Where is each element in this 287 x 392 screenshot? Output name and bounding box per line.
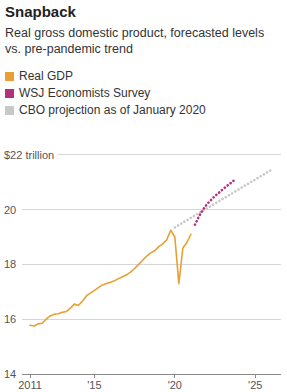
x-tick (174, 374, 175, 378)
legend-item: WSJ Economists Survey (5, 85, 206, 102)
series-line (195, 179, 235, 224)
legend-swatch (5, 106, 14, 115)
y-tick-label: 14 (4, 368, 16, 380)
x-tick-label: '20 (168, 379, 182, 391)
legend-item: Real GDP (5, 68, 206, 85)
legend-label: Real GDP (19, 69, 73, 83)
x-tick (30, 374, 31, 378)
legend-item: CBO projection as of January 2020 (5, 102, 206, 119)
grid-line (22, 264, 281, 265)
title: Snapback (5, 3, 76, 20)
legend-swatch (5, 89, 14, 98)
series-line (175, 170, 272, 228)
x-tick-label: '25 (248, 379, 262, 391)
x-tick (255, 374, 256, 378)
x-axis-line (22, 374, 281, 375)
y-tick-label: 18 (4, 258, 16, 270)
grid-line (22, 209, 281, 210)
y-tick-label: $22 trillion (4, 149, 54, 161)
series-line (30, 230, 191, 326)
chart: 14 16 18 20 $22 trillion 2011 '15 '20 '25 (0, 0, 287, 392)
y-tick-label: 16 (4, 313, 16, 325)
x-tick-label: 2011 (18, 379, 42, 391)
series-group (30, 170, 271, 326)
subtitle: Real gross domestic product, forecasted … (5, 25, 267, 57)
y-tick-label: 20 (4, 204, 16, 216)
legend: Real GDP WSJ Economists Survey CBO project… (5, 68, 206, 119)
x-tick-label: '15 (87, 379, 101, 391)
legend-swatch (5, 72, 14, 81)
grid-line (22, 319, 281, 320)
legend-label: WSJ Economists Survey (19, 86, 150, 100)
grid-line (58, 154, 281, 155)
baseline (22, 374, 281, 375)
axes: 14 16 18 20 $22 trillion 2011 '15 '20 '25 (4, 149, 281, 391)
x-tick (94, 374, 95, 378)
legend-label: CBO projection as of January 2020 (19, 103, 206, 117)
